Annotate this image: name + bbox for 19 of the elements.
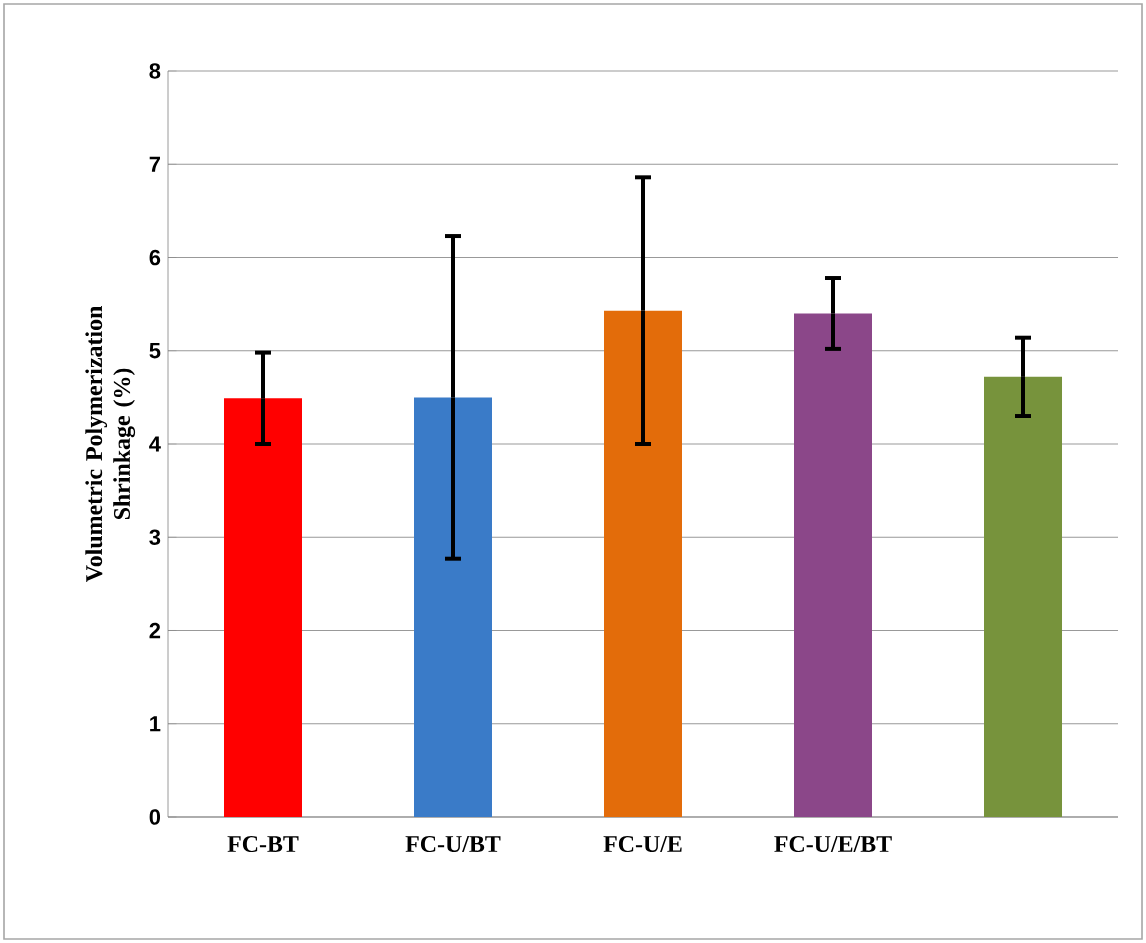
- x-tick-label: FC-U/E/BT: [774, 836, 892, 853]
- y-axis-title: Volumetric Polymerization Shrinkage (%): [85, 306, 136, 583]
- y-tick-label: 6: [149, 249, 161, 266]
- bar: [794, 313, 872, 817]
- y-tick-label: 5: [149, 343, 161, 359]
- y-tick-label: 2: [149, 622, 161, 639]
- x-tick-label: FC-U/E: [603, 836, 682, 853]
- y-tick-label: 8: [149, 63, 161, 79]
- y-tick-label: 7: [149, 156, 160, 172]
- y-tick-label: 4: [149, 436, 161, 452]
- bar: [604, 310, 682, 817]
- x-tick-label: FC-BT: [227, 836, 299, 853]
- y-tick-label: 1: [150, 716, 161, 732]
- y-tick-label: 0: [149, 809, 161, 825]
- x-tick-label: FC-U/BT: [405, 836, 501, 853]
- bar: [414, 397, 492, 817]
- bar: [224, 398, 302, 817]
- y-tick-label: 3: [149, 529, 161, 546]
- bar: [984, 376, 1063, 817]
